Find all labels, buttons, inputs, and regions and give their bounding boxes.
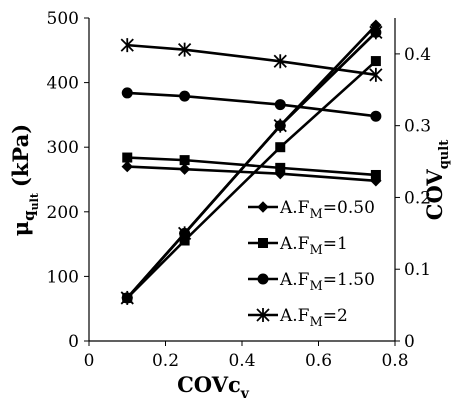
y-right-tick-label: 0.3 [404,117,431,137]
series-square-cov-point [275,142,286,153]
series-star-mean-point [273,54,287,69]
y-left-title-subsub: ult [28,192,41,210]
series-square-mean-point [122,152,133,163]
x-tick-label: 0.2 [152,351,179,371]
y-left-tick-label: 500 [47,9,79,29]
series-star-mean-line [127,43,377,77]
y-right-tick-label: 0.2 [404,188,431,208]
y-right-tick-label: 0.4 [404,45,431,65]
series-diamond-mean-line [127,165,376,183]
series-group [120,19,383,305]
series-square-mean-point [370,169,381,180]
svg-text:μqult(kPa): μqult (kPa) [8,124,41,236]
series-star-mean-point [177,42,192,57]
series-star-cov-line [126,31,377,299]
legend: A.FM=0.50A.FM=1A.FM=1.50A.FM=2 [248,198,375,330]
svg-text:COVcv: COVcv [177,372,250,402]
y-left-tick-label: 0 [68,332,79,352]
legend-subscript: M [309,207,322,222]
y-left-title-sub: q [20,210,38,221]
series-star-cov-point [273,118,287,133]
x-tick-label: 0.6 [305,351,332,371]
legend-value: =1.50 [323,270,375,290]
legend-value: =1 [323,234,348,254]
series-square-mean-line [127,156,376,177]
series-square-mean-point [179,155,190,166]
legend-square-marker [258,238,268,248]
y-axis-right-title: COVqult [422,140,452,220]
series-circle-mean-point [179,90,191,102]
series-star-mean-point [369,67,383,82]
y-left-tick-label: 200 [47,203,79,223]
series-circle-mean-line [127,91,377,118]
y-left-title-unit: (kPa) [8,124,33,187]
legend-prefix: A.F [279,234,310,254]
x-tick-label: 0.8 [381,351,408,371]
legend-subscript: M [309,279,322,294]
series-star-cov-point [369,25,383,40]
series-star-mean-point [120,38,134,53]
legend-star-label: A.FM=2 [279,306,348,330]
series-square-cov-line [126,60,377,299]
y-right-title-sub: qult [437,140,452,170]
legend-square-label: A.FM=1 [279,234,348,258]
y-left-tick-label: 300 [47,138,79,158]
legend-circle-marker [257,273,269,285]
series-diamond-mean-point [178,163,191,175]
y-left-title-main: μ [8,221,33,236]
x-title-main: COVc [177,372,241,397]
series-diamond-mean-point [121,160,133,173]
series-circle-mean-point [274,99,286,111]
y-axis-left-title: μqult (kPa) [8,124,41,236]
series-square-cov-point [370,56,381,67]
y-right-tick-label: 0.1 [404,260,431,280]
legend-prefix: A.F [279,270,310,290]
legend-diamond-label: A.FM=0.50 [279,198,375,222]
tick-group: 0 0.2 0.4 0.6 0.8010020030040050000.10.20.30… [47,9,432,371]
series-square-mean-point [275,162,286,173]
legend-diamond-marker [257,201,269,213]
legend-prefix: A.F [279,306,310,326]
legend-star-marker [256,308,270,322]
x-title-sub: v [240,386,250,402]
y-left-tick-label: 100 [47,267,79,287]
y-right-tick-label: 0 [404,332,415,352]
legend-subscript: M [309,243,322,258]
series-circle-mean-point [370,110,382,122]
y-right-title-main: COV [422,169,447,221]
legend-prefix: A.F [279,198,310,218]
y-left-tick-label: 400 [47,74,79,94]
x-axis-title: COVcv [177,372,250,402]
series-star-cov-point [120,290,134,305]
x-tick-label: 0 [84,351,95,371]
legend-circle-label: A.FM=1.50 [279,270,375,294]
legend-subscript: M [309,315,322,330]
svg-text:COVqult: COVqult [422,140,452,220]
series-circle-mean-point [121,87,133,99]
series-star-cov-point [177,226,192,241]
x-tick-label: 0.4 [228,351,255,371]
legend-value: =2 [323,306,348,326]
legend-value: =0.50 [323,198,375,218]
